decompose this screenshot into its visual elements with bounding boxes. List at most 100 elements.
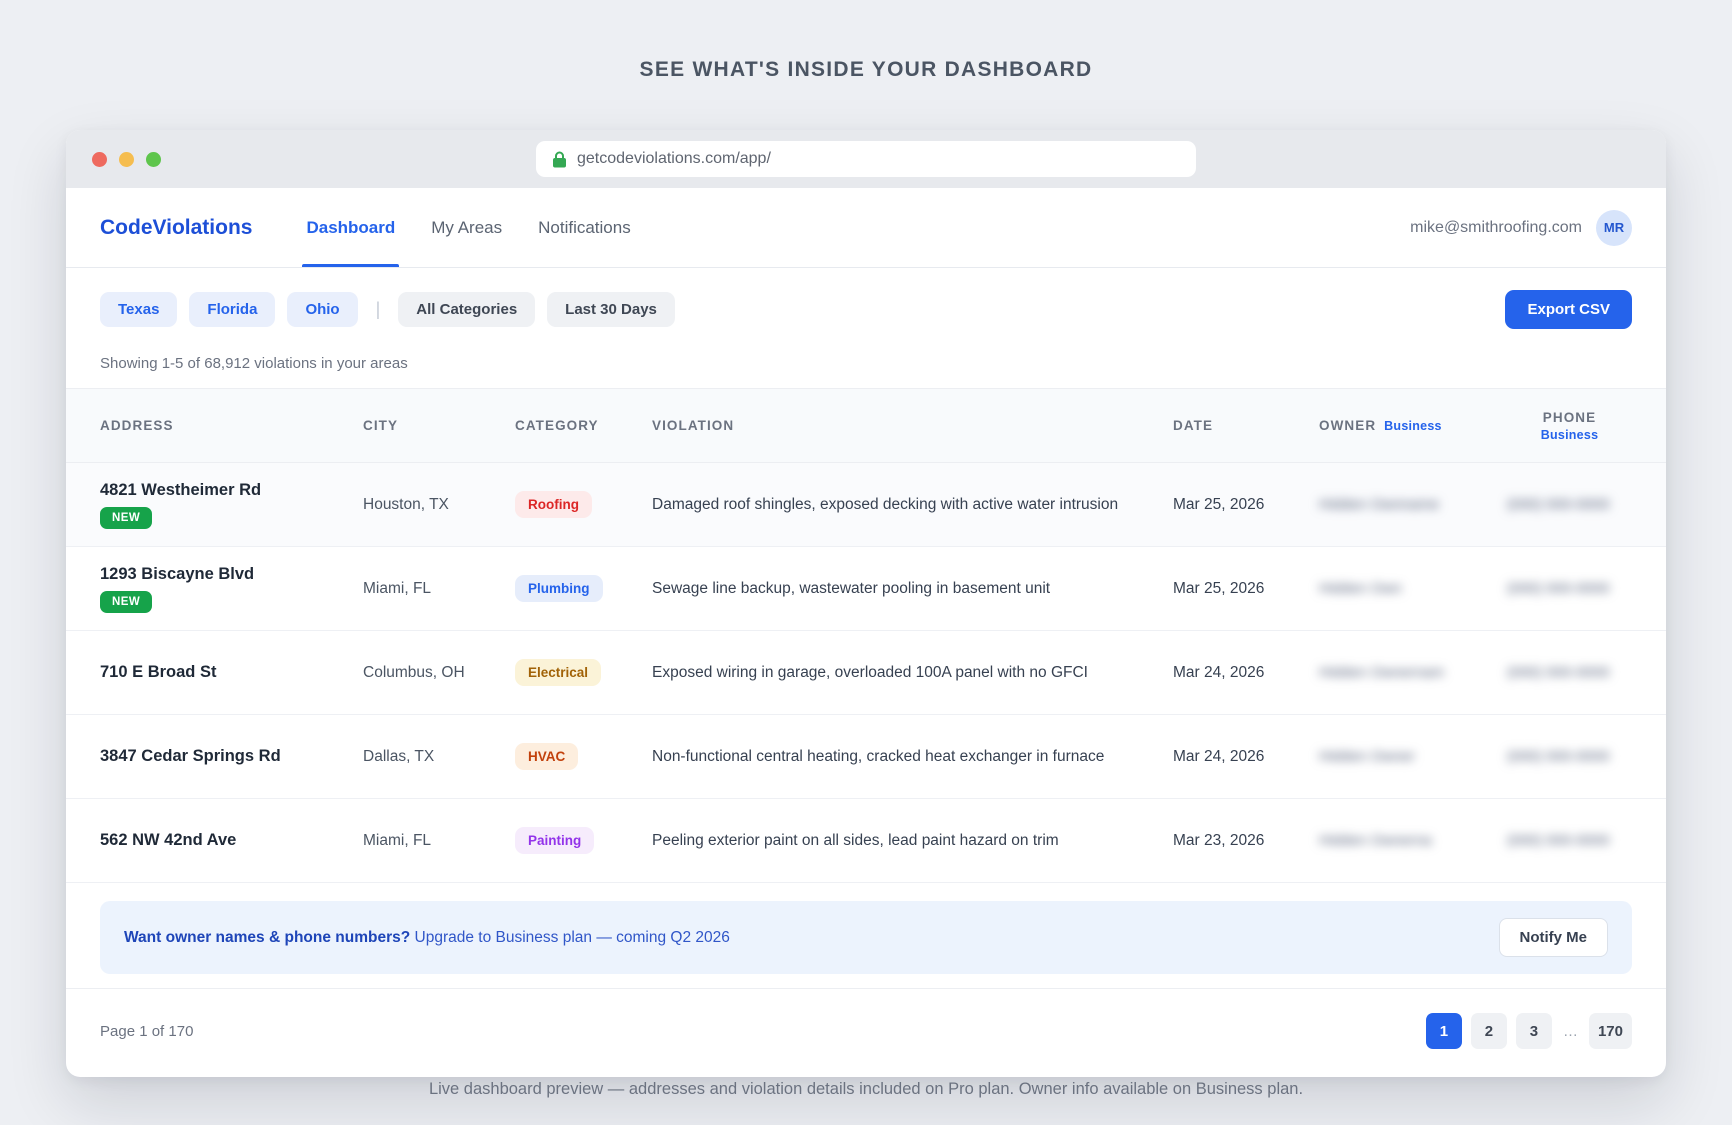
tab-my-areas[interactable]: My Areas <box>431 217 503 237</box>
category-badge: Roofing <box>515 491 592 518</box>
notify-me-button[interactable]: Notify Me <box>1498 918 1608 957</box>
cell-date: Mar 24, 2026 <box>1173 747 1265 765</box>
cell-date: Mar 25, 2026 <box>1173 579 1265 597</box>
pagination: 1 2 3 … 170 <box>1425 1013 1632 1049</box>
category-badge: Plumbing <box>515 575 603 602</box>
cell-city: Miami, FL <box>363 831 432 849</box>
cell-category: Electrical <box>515 659 652 686</box>
category-badge: HVAC <box>515 743 579 770</box>
results-summary: Showing 1-5 of 68,912 violations in your… <box>66 351 1666 389</box>
cell-city: Dallas, TX <box>363 747 435 765</box>
cell-city: Columbus, OH <box>363 663 465 681</box>
nav-tabs: Dashboard My Areas Notifications <box>288 188 648 267</box>
filter-chip-last-30-days[interactable]: Last 30 Days <box>547 292 675 327</box>
upgrade-banner: Want owner names & phone numbers? Upgrad… <box>100 901 1632 974</box>
cell-owner-redacted: Hidden Ownname <box>1319 496 1440 513</box>
filter-chip-florida[interactable]: Florida <box>189 292 276 327</box>
table-body: 4821 Westheimer Rd NEW Houston, TX Roofing D… <box>66 463 1666 883</box>
filter-bar: Texas Florida Ohio | All Categories Last 30 D… <box>66 268 1666 351</box>
col-header-date[interactable]: DATE <box>1173 418 1214 433</box>
new-badge: NEW <box>100 590 153 613</box>
pagination-ellipsis: … <box>1562 1022 1578 1040</box>
cell-address: 1293 Biscayne Blvd NEW <box>100 565 363 613</box>
cell-city: Miami, FL <box>363 579 432 597</box>
table-row[interactable]: 4821 Westheimer Rd NEW Houston, TX Roofing D… <box>66 463 1666 547</box>
zoom-window-icon[interactable] <box>146 151 161 167</box>
browser-chrome-bar: getcodeviolations.com/app/ <box>66 130 1666 188</box>
brand-logo[interactable]: CodeViolations <box>100 215 253 239</box>
address-text: 4821 Westheimer Rd <box>100 480 262 499</box>
export-csv-button[interactable]: Export CSV <box>1505 290 1632 329</box>
page-button-3[interactable]: 3 <box>1515 1013 1552 1049</box>
category-badge: Painting <box>515 827 595 854</box>
preview-caption: Live dashboard preview — addresses and v… <box>428 1080 1304 1098</box>
upgrade-banner-bold-text: Want owner names & phone numbers? <box>124 928 411 946</box>
cell-date: Mar 23, 2026 <box>1173 831 1265 849</box>
app-navbar: CodeViolations Dashboard My Areas Notifica… <box>66 188 1666 268</box>
table-row[interactable]: 1293 Biscayne Blvd NEW Miami, FL Plumbing Se… <box>66 547 1666 631</box>
upgrade-banner-text: Want owner names & phone numbers? Upgrad… <box>124 929 730 947</box>
phone-header-label: PHONE <box>1542 409 1597 425</box>
cell-phone-redacted: (000) 000-0000 <box>1507 748 1610 765</box>
cell-violation: Peeling exterior paint on all sides, lea… <box>652 831 1059 849</box>
page-title: SEE WHAT'S INSIDE YOUR DASHBOARD <box>639 58 1093 81</box>
table-header-row: ADDRESS CITY CATEGORY VIOLATION DATE OWN… <box>66 389 1666 463</box>
col-header-owner[interactable]: OWNER Business <box>1319 418 1507 433</box>
cell-address: 3847 Cedar Springs Rd <box>100 747 363 766</box>
address-text: 710 E Broad St <box>100 663 217 681</box>
cell-city: Houston, TX <box>363 495 449 513</box>
col-header-category[interactable]: CATEGORY <box>515 418 599 433</box>
cell-address: 710 E Broad St <box>100 663 363 682</box>
cell-violation: Non-functional central heating, cracked … <box>652 747 1105 765</box>
col-header-phone[interactable]: PHONE Business <box>1507 410 1632 442</box>
col-header-violation[interactable]: VIOLATION <box>652 418 735 433</box>
page-button-170[interactable]: 170 <box>1588 1013 1632 1049</box>
cell-address: 562 NW 42nd Ave <box>100 831 363 850</box>
cell-phone-redacted: (000) 000-0000 <box>1507 580 1610 597</box>
cell-owner-redacted: Hidden Ownerna <box>1319 832 1432 849</box>
page-button-2[interactable]: 2 <box>1470 1013 1507 1049</box>
cell-owner-redacted: Hidden Own <box>1319 580 1402 597</box>
cell-violation: Exposed wiring in garage, overloaded 100… <box>652 663 1088 681</box>
page-button-1[interactable]: 1 <box>1425 1013 1462 1049</box>
cell-date: Mar 24, 2026 <box>1173 663 1265 681</box>
filter-divider: | <box>375 299 381 319</box>
minimize-window-icon[interactable] <box>119 151 134 167</box>
url-text: getcodeviolations.com/app/ <box>577 150 771 167</box>
filter-chip-texas[interactable]: Texas <box>100 292 178 327</box>
category-badge: Electrical <box>515 659 602 686</box>
owner-header-label: OWNER <box>1319 418 1377 433</box>
page-indicator: Page 1 of 170 <box>100 1022 194 1040</box>
cell-phone-redacted: (000) 000-0000 <box>1507 832 1610 849</box>
window-controls <box>92 151 161 167</box>
col-header-address[interactable]: ADDRESS <box>100 418 174 433</box>
filter-chip-ohio[interactable]: Ohio <box>287 292 358 327</box>
owner-plan-badge: Business <box>1384 418 1442 433</box>
table-row[interactable]: 562 NW 42nd Ave Miami, FL Painting Peeling … <box>66 799 1666 883</box>
filter-chip-all-categories[interactable]: All Categories <box>398 292 536 327</box>
lock-icon <box>552 151 567 168</box>
table-row[interactable]: 3847 Cedar Springs Rd Dallas, TX HVAC Non-f… <box>66 715 1666 799</box>
browser-window: getcodeviolations.com/app/ CodeViolation… <box>66 130 1666 1077</box>
cell-violation: Sewage line backup, wastewater pooling i… <box>652 579 1051 597</box>
cell-phone-redacted: (000) 000-0000 <box>1507 664 1610 681</box>
address-text: 3847 Cedar Springs Rd <box>100 747 281 765</box>
nav-right: mike@smithroofing.com MR <box>1410 209 1632 246</box>
new-badge: NEW <box>100 506 153 529</box>
table-footer: Page 1 of 170 1 2 3 … 170 <box>66 988 1666 1077</box>
tab-notifications[interactable]: Notifications <box>538 217 631 237</box>
cell-category: Roofing <box>515 491 652 518</box>
url-bar[interactable]: getcodeviolations.com/app/ <box>536 141 1196 177</box>
cell-address: 4821 Westheimer Rd NEW <box>100 481 363 529</box>
col-header-city[interactable]: CITY <box>363 418 399 433</box>
cell-category: Plumbing <box>515 575 652 602</box>
upgrade-banner-regular-text: Upgrade to Business plan — coming Q2 202… <box>410 928 730 946</box>
tab-dashboard[interactable]: Dashboard <box>288 188 413 267</box>
avatar[interactable]: MR <box>1596 209 1632 246</box>
user-email: mike@smithroofing.com <box>1410 218 1582 236</box>
cell-category: Painting <box>515 827 652 854</box>
table-row[interactable]: 710 E Broad St Columbus, OH Electrical Expo… <box>66 631 1666 715</box>
cell-category: HVAC <box>515 743 652 770</box>
cell-date: Mar 25, 2026 <box>1173 495 1265 513</box>
close-window-icon[interactable] <box>92 151 107 167</box>
